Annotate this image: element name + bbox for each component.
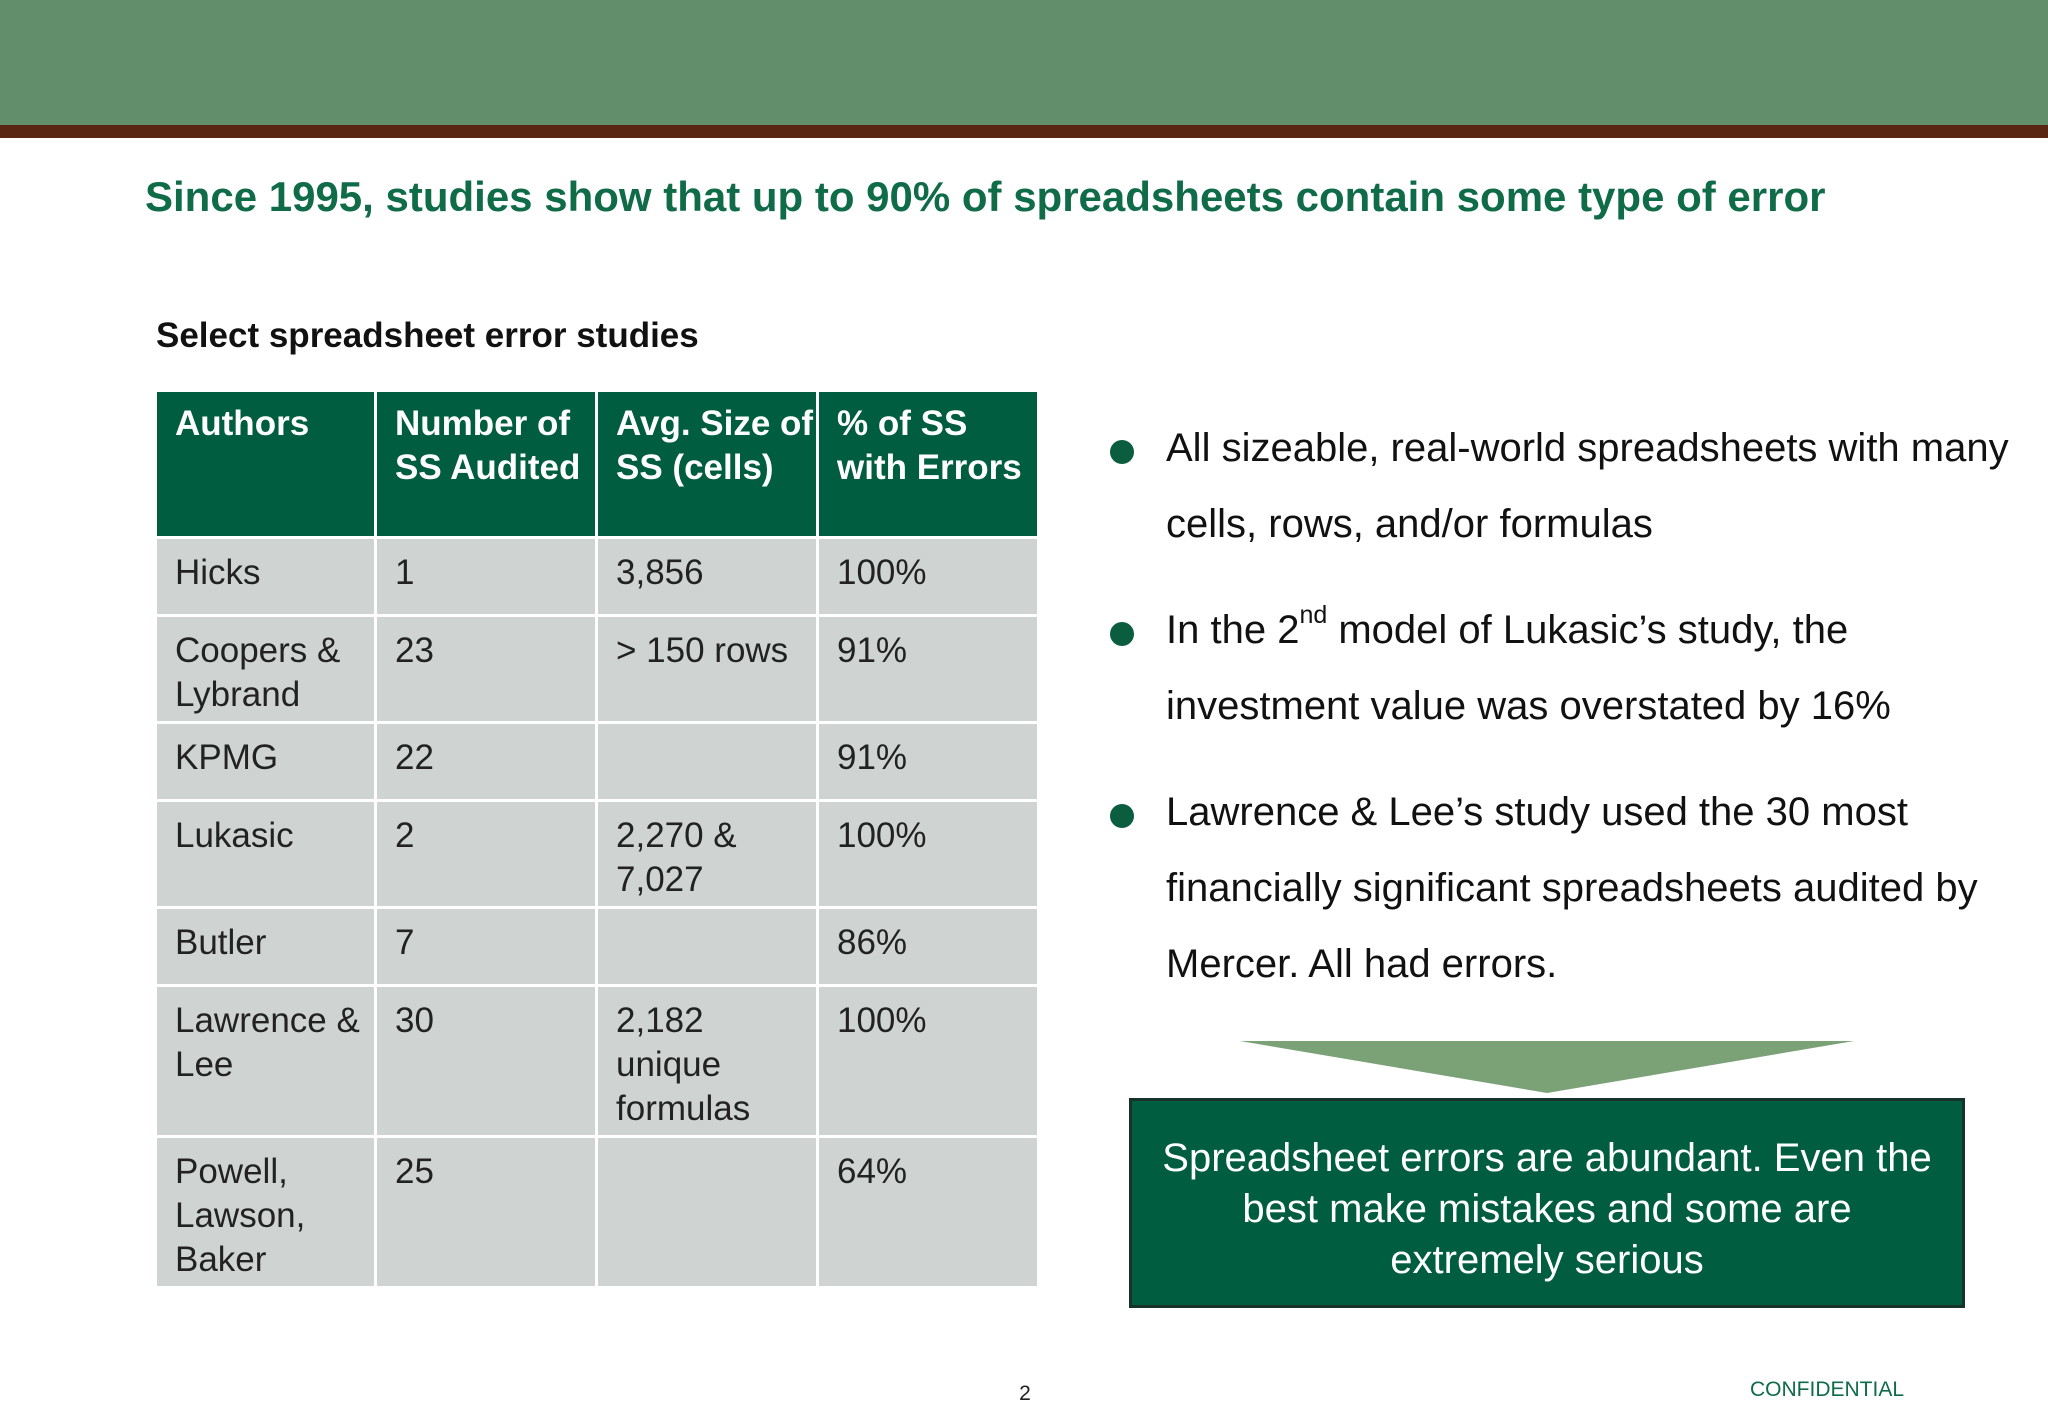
cell-author: Hicks: [154, 536, 377, 617]
cell-size: [595, 1135, 819, 1289]
bullet-dot-icon: [1110, 622, 1134, 646]
cell-percent: 100%: [816, 984, 1040, 1138]
ordinal-suffix: nd: [1299, 601, 1328, 629]
cell-percent: 91%: [816, 721, 1040, 802]
table-row: Powell, Lawson, Baker 25 64%: [154, 1135, 1040, 1289]
cell-size: 2,182 unique formulas: [595, 984, 819, 1138]
header-band: [0, 0, 2048, 125]
table-row: Hicks 1 3,856 100%: [154, 536, 1040, 617]
studies-table: Authors Number of SS Audited Avg. Size o…: [154, 389, 1040, 1289]
cell-author: Coopers & Lybrand: [154, 614, 377, 724]
bullet-item: Lawrence & Lee’s study used the 30 most …: [1110, 774, 2010, 1002]
cell-number: 1: [374, 536, 598, 617]
down-arrow-icon: [1240, 1041, 1854, 1093]
cell-author: Lawrence & Lee: [154, 984, 377, 1138]
cell-percent: 100%: [816, 799, 1040, 909]
bullet-text: All sizeable, real-world spreadsheets wi…: [1166, 426, 2009, 546]
cell-number: 22: [374, 721, 598, 802]
cell-number: 23: [374, 614, 598, 724]
confidential-label: CONFIDENTIAL: [1750, 1378, 1905, 1401]
cell-author: Butler: [154, 906, 377, 987]
table-header-row: Authors Number of SS Audited Avg. Size o…: [154, 389, 1040, 539]
table-row: Lawrence & Lee 30 2,182 unique formulas …: [154, 984, 1040, 1138]
bullet-text-start: In the 2: [1166, 608, 1300, 652]
bullet-text-end: model of Lukasic’s study, the investment…: [1166, 608, 1891, 728]
conclusion-box: Spreadsheet errors are abundant. Even th…: [1129, 1098, 1965, 1308]
cell-author: KPMG: [154, 721, 377, 802]
header-number-audited: Number of SS Audited: [374, 389, 598, 539]
header-percent-errors: % of SS with Errors: [816, 389, 1040, 539]
table-row: Coopers & Lybrand 23 > 150 rows 91%: [154, 614, 1040, 724]
header-avg-size: Avg. Size of SS (cells): [595, 389, 819, 539]
cell-author: Powell, Lawson, Baker: [154, 1135, 377, 1289]
bullet-dot-icon: [1110, 440, 1134, 464]
cell-percent: 91%: [816, 614, 1040, 724]
findings-list: All sizeable, real-world spreadsheets wi…: [1110, 410, 2010, 1032]
cell-size: 3,856: [595, 536, 819, 617]
table-row: Lukasic 2 2,270 & 7,027 100%: [154, 799, 1040, 909]
cell-number: 7: [374, 906, 598, 987]
cell-size: > 150 rows: [595, 614, 819, 724]
cell-size: [595, 906, 819, 987]
cell-percent: 100%: [816, 536, 1040, 617]
table-row: KPMG 22 91%: [154, 721, 1040, 802]
cell-number: 30: [374, 984, 598, 1138]
cell-size: 2,270 & 7,027: [595, 799, 819, 909]
bullet-item: In the 2nd model of Lukasic’s study, the…: [1110, 592, 2010, 744]
bullet-item: All sizeable, real-world spreadsheets wi…: [1110, 410, 2010, 562]
cell-percent: 64%: [816, 1135, 1040, 1289]
bullet-text: Lawrence & Lee’s study used the 30 most …: [1166, 790, 1978, 986]
header-authors: Authors: [154, 389, 377, 539]
bullet-dot-icon: [1110, 804, 1134, 828]
page-number: 2: [1019, 1382, 1031, 1405]
cell-size: [595, 721, 819, 802]
header-rule: [0, 125, 2048, 138]
table-caption: Select spreadsheet error studies: [156, 316, 699, 355]
cell-percent: 86%: [816, 906, 1040, 987]
cell-number: 25: [374, 1135, 598, 1289]
slide-title: Since 1995, studies show that up to 90% …: [145, 173, 1826, 220]
cell-number: 2: [374, 799, 598, 909]
cell-author: Lukasic: [154, 799, 377, 909]
table-row: Butler 7 86%: [154, 906, 1040, 987]
